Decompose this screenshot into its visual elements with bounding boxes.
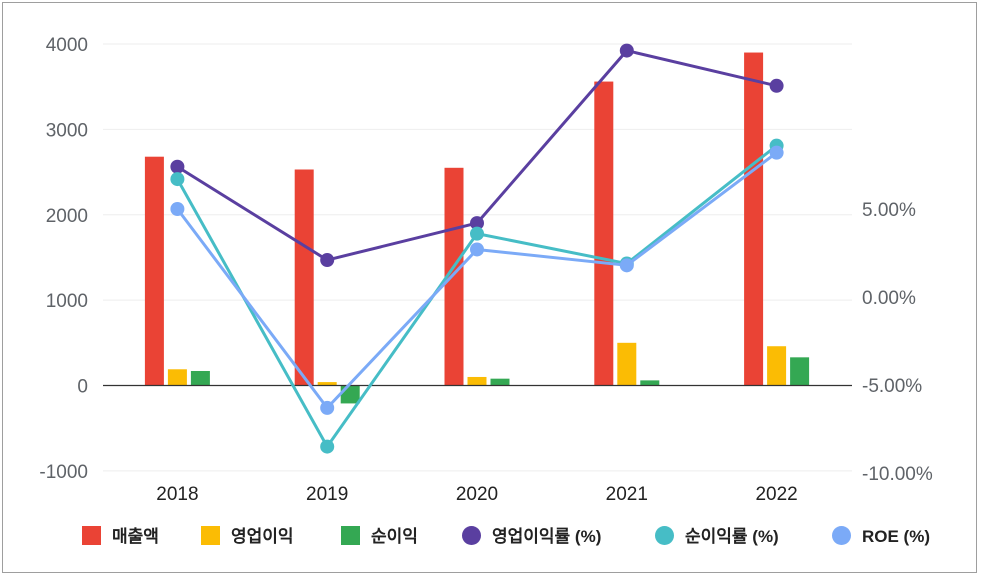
bar-영업이익-2022 <box>767 346 787 386</box>
point-순이익률 (%)-2020 <box>470 226 484 241</box>
left-tick-label: -1000 <box>39 462 88 483</box>
point-영업이익률 (%)-2022 <box>769 78 784 93</box>
legend-label: 영업이익률 (%) <box>492 527 601 546</box>
x-axis-ticks: 2018 2019 2020 2021 2022 <box>156 484 797 505</box>
legend-label: 순이익 <box>371 527 418 546</box>
bar-매출액-2019 <box>294 169 314 386</box>
legend-swatch <box>201 526 220 545</box>
bar-순이익-2019 <box>340 385 360 404</box>
right-tick-label: -10.00% <box>862 464 933 485</box>
left-tick-label: 3000 <box>46 120 88 141</box>
legend-label: ROE (%) <box>862 527 930 546</box>
point-ROE (%)-2020 <box>470 242 484 257</box>
point-영업이익률 (%)-2019 <box>320 253 335 268</box>
legend-swatch <box>655 526 674 545</box>
bar-매출액-2020 <box>444 167 464 386</box>
bar-순이익-2021 <box>640 380 660 386</box>
bar-영업이익-2020 <box>467 376 487 386</box>
point-ROE (%)-2021 <box>619 258 634 273</box>
bar-순이익-2020 <box>490 378 510 386</box>
bar-순이익-2018 <box>190 370 210 386</box>
gridlines <box>103 43 852 472</box>
legend-swatch <box>341 526 360 545</box>
point-영업이익률 (%)-2018 <box>170 159 185 174</box>
left-tick-label: 1000 <box>46 291 88 312</box>
x-tick-label: 2022 <box>755 484 797 505</box>
x-tick-label: 2021 <box>606 484 648 505</box>
left-tick-label: 0 <box>77 377 88 398</box>
bar-영업이익-2019 <box>317 382 337 386</box>
bar-영업이익-2021 <box>617 342 637 386</box>
left-tick-label: 2000 <box>46 206 88 227</box>
legend-swatch <box>82 526 101 545</box>
point-영업이익률 (%)-2021 <box>619 43 634 58</box>
point-영업이익률 (%)-2020 <box>470 216 484 231</box>
right-tick-label: 5.00% <box>862 200 916 221</box>
x-tick-label: 2018 <box>156 484 198 505</box>
point-ROE (%)-2019 <box>320 400 335 415</box>
legend-label: 영업이익 <box>231 527 294 546</box>
left-tick-label: 4000 <box>46 35 88 56</box>
line-ROE (%) <box>176 151 778 410</box>
legend-swatch <box>832 526 851 545</box>
right-tick-label: -5.00% <box>862 376 922 397</box>
bar-매출액-2022 <box>744 52 764 386</box>
legend-swatch <box>462 526 481 545</box>
legend-label: 매출액 <box>112 527 159 546</box>
bar-순이익-2022 <box>790 357 810 386</box>
lines <box>170 43 784 454</box>
bar-매출액-2018 <box>144 156 164 386</box>
legend-label: 순이익률 (%) <box>685 527 779 546</box>
left-axis-ticks: -1000 0 1000 2000 3000 4000 <box>39 35 88 483</box>
x-tick-label: 2019 <box>306 484 348 505</box>
bar-매출액-2021 <box>594 81 614 386</box>
point-순이익률 (%)-2019 <box>320 439 335 454</box>
bar-영업이익-2018 <box>167 369 187 386</box>
point-ROE (%)-2018 <box>170 202 185 216</box>
line-순이익률 (%) <box>176 144 778 449</box>
point-ROE (%)-2022 <box>769 145 784 160</box>
right-axis-ticks: -10.00% -5.00% 0.00% 5.00% <box>862 200 933 485</box>
x-tick-label: 2020 <box>456 484 498 505</box>
right-tick-label: 0.00% <box>862 288 916 309</box>
point-순이익률 (%)-2018 <box>170 172 185 187</box>
bars <box>144 52 810 404</box>
legend: 매출액 영업이익 순이익 영업이익률 (%) 순이익률 (%) ROE (%) <box>82 526 930 546</box>
